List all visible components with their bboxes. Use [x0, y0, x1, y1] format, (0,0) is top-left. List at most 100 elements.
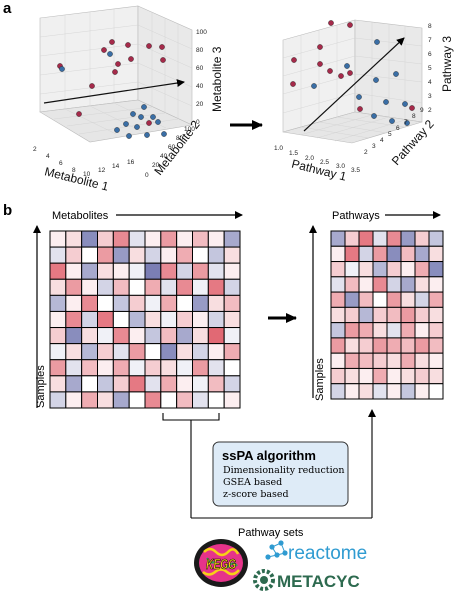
heatmap-cell — [144, 246, 162, 264]
z-tick: 20 — [196, 101, 204, 108]
heatmap-cell — [176, 294, 193, 312]
heatmap-cell — [81, 294, 98, 312]
plot-left-points — [57, 39, 167, 139]
heatmap-cell — [223, 278, 241, 296]
heatmap-cell — [372, 337, 388, 354]
heatmap-cell — [128, 343, 146, 361]
plot-right-point — [338, 73, 344, 79]
x-tick: 1.0 — [274, 145, 283, 152]
heatmap-cell — [414, 383, 430, 400]
heatmap-cell — [414, 367, 430, 385]
heatmap-cell — [112, 230, 130, 248]
heatmap-right — [330, 230, 444, 400]
plot-left-point — [141, 104, 147, 110]
plot-left-x-ticks: 2 4 6 8 10 12 14 16 — [33, 146, 135, 178]
plot-left-z-ticks: 0 20 40 60 80 100 — [196, 29, 207, 126]
heatmap-cell — [344, 322, 360, 339]
heatmap-cell — [223, 391, 241, 409]
plot-right-direction-arrow — [303, 37, 405, 132]
x-tick: 14 — [112, 163, 120, 170]
heatmap-cell — [428, 230, 444, 247]
heatmap-cell — [112, 294, 130, 312]
heatmap-cell — [192, 310, 209, 329]
heatmap-cell — [207, 359, 225, 377]
heatmap-cell — [81, 359, 98, 377]
heatmap-cell — [144, 327, 162, 345]
kegg-logo-text: KEGG — [206, 556, 236, 573]
heatmap-cell — [400, 261, 416, 278]
heatmap-cell — [128, 278, 146, 296]
plot-left-point — [123, 121, 129, 127]
algorithm-box-line: z-score based — [223, 489, 289, 500]
heatmap-cell — [330, 230, 346, 247]
heatmap-cell — [400, 291, 416, 308]
heatmap-cell — [207, 310, 225, 329]
plot-right-point — [317, 61, 323, 67]
kegg-logo-pattern — [202, 547, 240, 576]
heatmap-cell — [414, 291, 430, 308]
plot-left-point — [159, 44, 165, 50]
heatmap-cell — [65, 294, 83, 312]
plot-left-z-title: Metabolite 3 — [210, 46, 224, 112]
heatmap-cell — [414, 306, 430, 324]
plot-left-direction-arrow — [43, 79, 185, 104]
heatmap-cell — [65, 343, 83, 361]
z-tick: 100 — [196, 29, 207, 36]
heatmap-cell — [223, 343, 241, 361]
metacyc-gear-icon — [253, 569, 275, 591]
heatmap-cell — [81, 310, 98, 329]
heatmap-cell — [330, 383, 346, 400]
x-tick: 3.5 — [351, 167, 360, 174]
algorithm-box: ssPA algorithm Dimensionality reduction … — [212, 441, 349, 507]
plot-left-point — [134, 124, 140, 130]
heatmap-cell — [176, 278, 193, 296]
heatmap-cell — [330, 276, 346, 293]
heatmap-cell — [160, 343, 178, 361]
plot-left-point — [146, 120, 152, 126]
heatmap-cell — [372, 306, 388, 324]
heatmap-cell — [358, 291, 374, 308]
heatmap-cell — [144, 343, 162, 361]
x-tick: 2 — [33, 146, 37, 153]
panel-letter-b: b — [3, 202, 12, 219]
heatmap-cell — [428, 306, 444, 324]
y-tick: 8 — [412, 113, 416, 120]
heatmap-cell — [112, 375, 130, 393]
heatmap-cell — [192, 375, 209, 393]
heatmap-cell — [128, 246, 146, 264]
heatmap-cell — [358, 245, 374, 263]
heatmap-cell — [372, 261, 388, 278]
heatmap-cell — [160, 262, 178, 280]
heatmap-cell — [223, 246, 241, 264]
heatmap-cell — [192, 278, 209, 296]
heatmap-cell — [344, 291, 360, 308]
heatmap-cell — [160, 375, 178, 393]
heatmap-cell — [414, 352, 430, 369]
heatmap-cell — [207, 278, 225, 296]
heatmap-cell — [65, 278, 83, 296]
pathway-sets-label: Pathway sets — [238, 527, 304, 539]
plot-right-y-ticks: 2 3 4 5 6 7 8 9 — [364, 107, 424, 156]
plot-right-x-ticks: 1.0 1.5 2.0 2.5 3.0 3.5 — [274, 145, 360, 174]
plot-right-point — [374, 39, 380, 45]
plot-left-point — [146, 43, 152, 49]
plot-left-point — [89, 83, 95, 89]
heatmap-cell — [144, 294, 162, 312]
heatmap-cell — [97, 391, 114, 409]
heatmap-cell — [358, 230, 374, 247]
heatmap-cell — [414, 230, 430, 247]
plot-left-y-ticks: 0 20 40 60 80 100 — [145, 126, 195, 179]
heatmap-cell — [386, 306, 402, 324]
heatmap-cell — [400, 245, 416, 263]
heatmap-cell — [176, 246, 193, 264]
heatmap-cell — [358, 367, 374, 385]
heatmap-cell — [144, 359, 162, 377]
plot-right-point — [357, 106, 363, 112]
heatmap-cell — [65, 359, 83, 377]
heatmap-cell — [428, 261, 444, 278]
heatmap-cell — [192, 327, 209, 345]
heatmap-cell — [344, 367, 360, 385]
heatmap-cell — [112, 262, 130, 280]
heatmap-cell — [128, 327, 146, 345]
x-tick: 2.0 — [305, 155, 314, 162]
